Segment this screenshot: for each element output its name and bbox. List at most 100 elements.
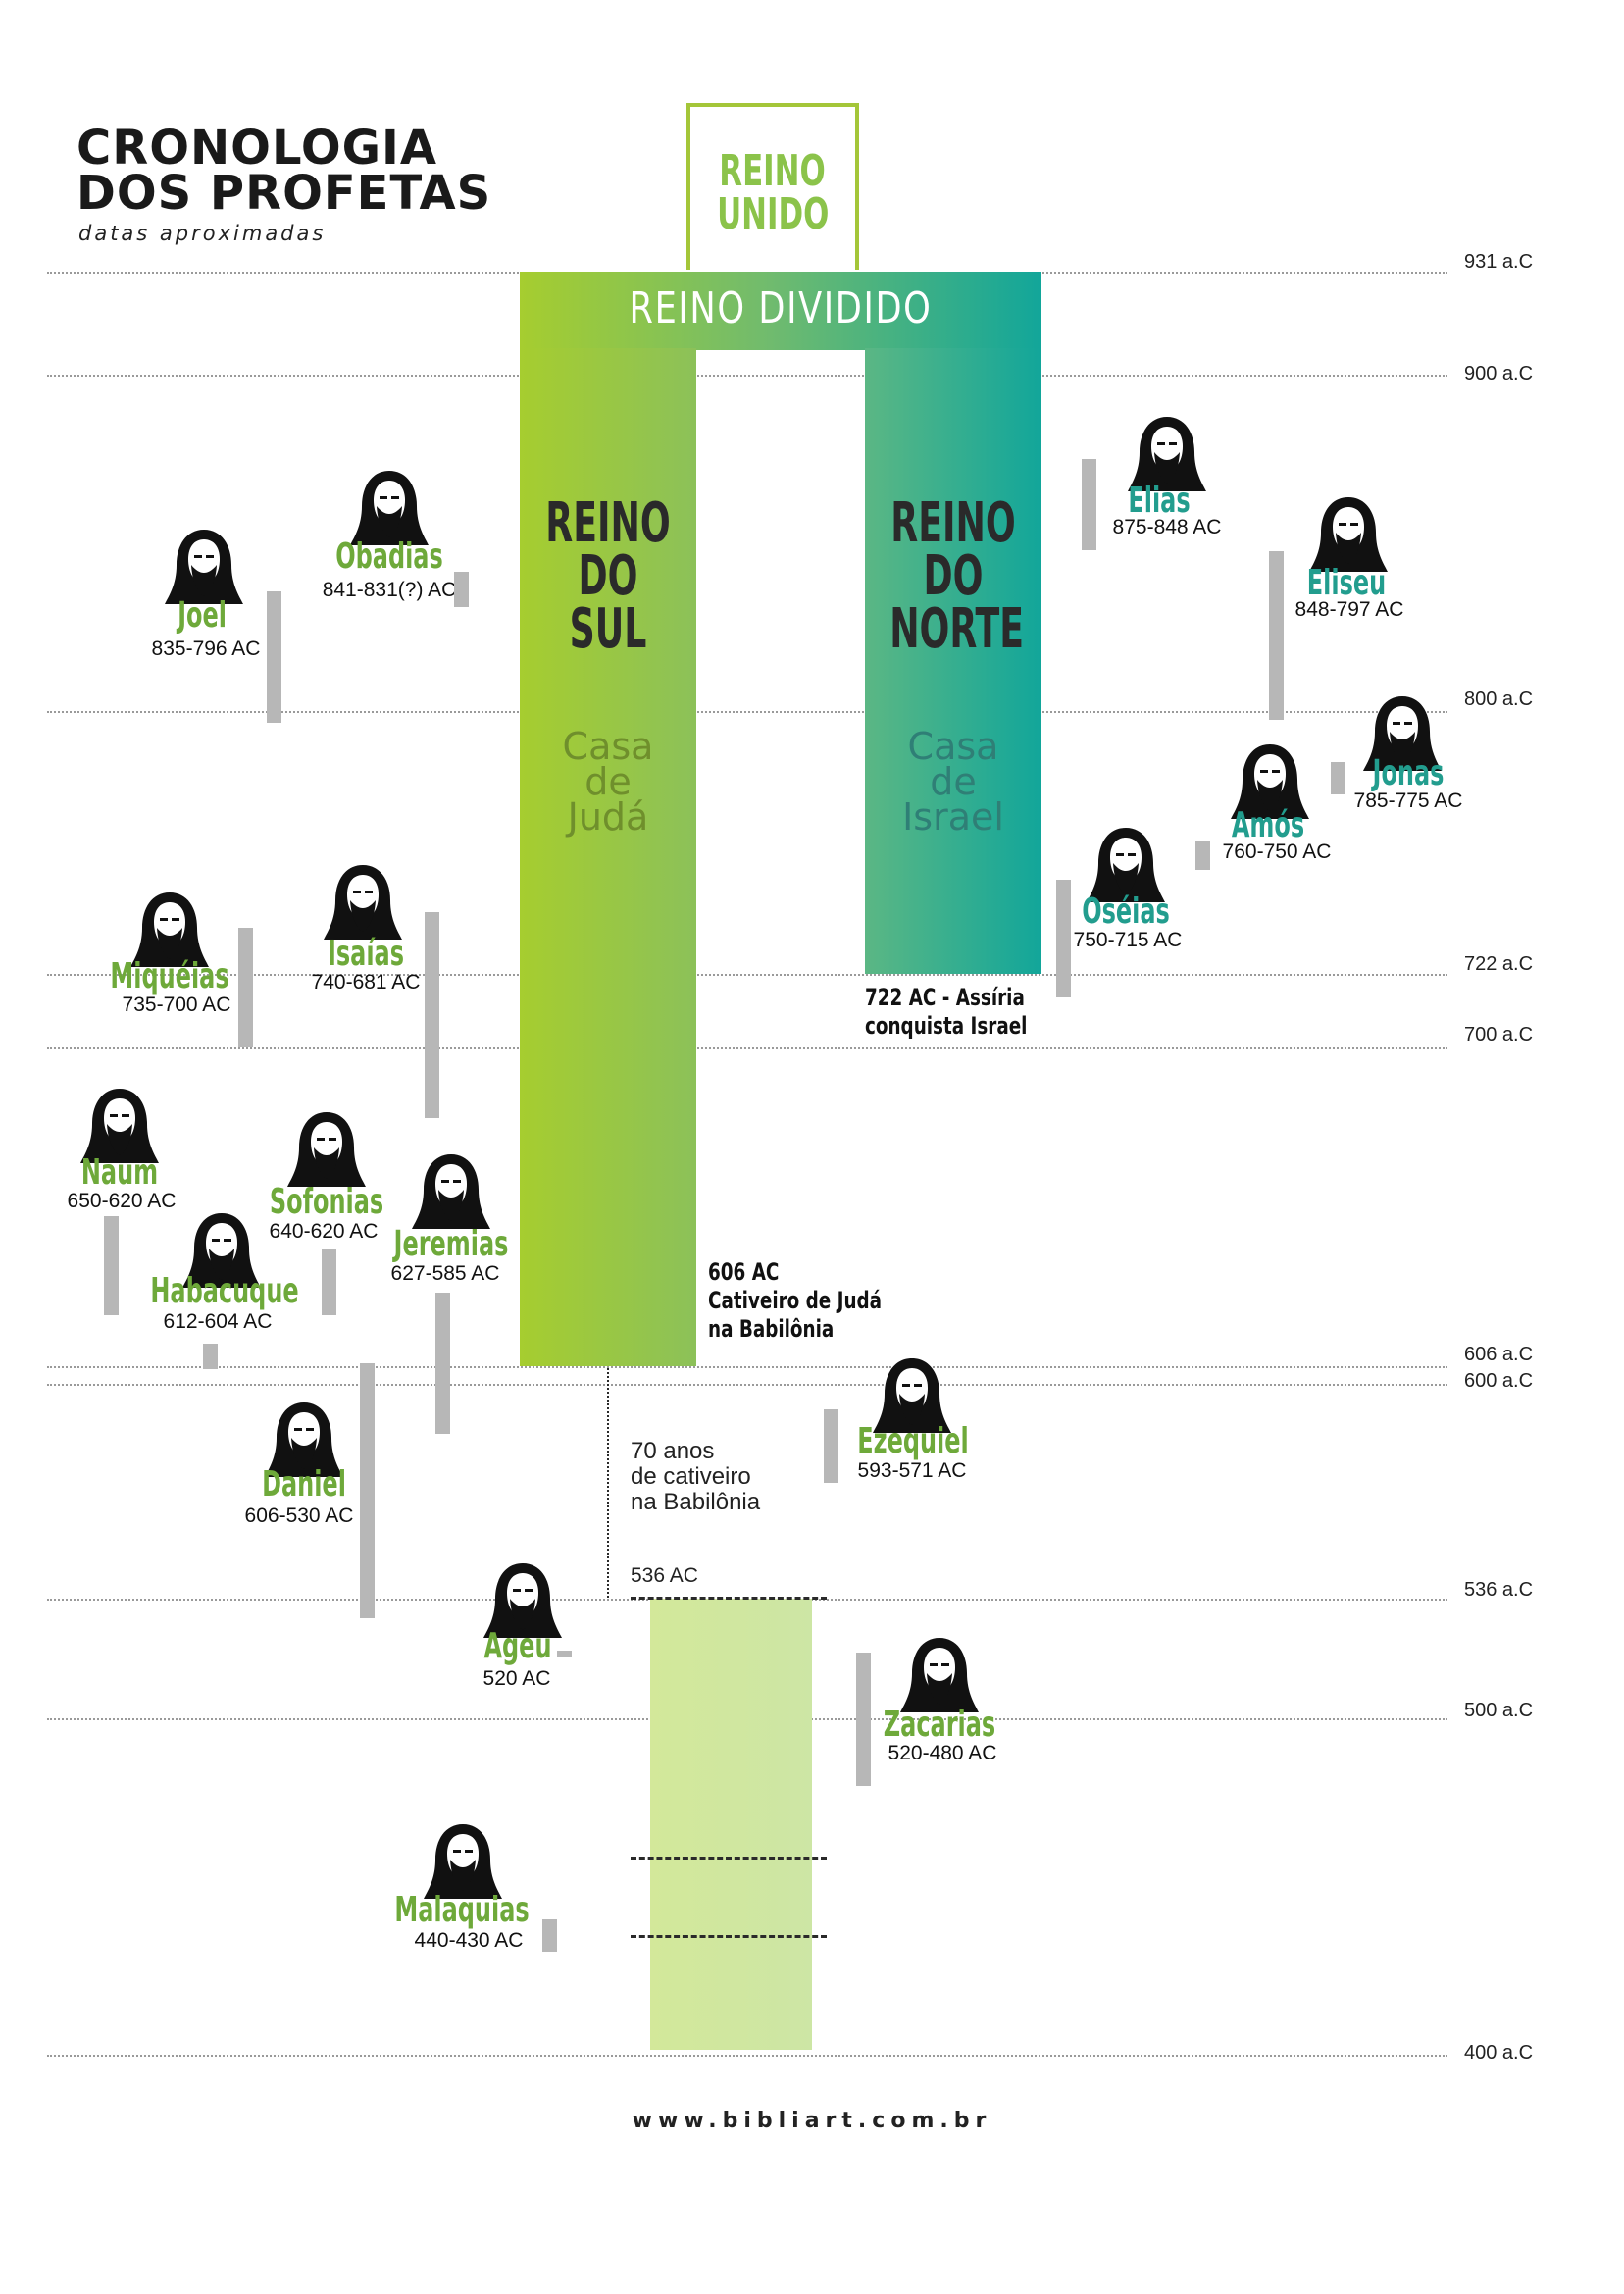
timeline-line-606: [47, 1366, 1447, 1368]
timeline-label-700: 700 a.C: [1464, 1024, 1534, 1045]
casa-de-juda: Casa de Judá: [520, 725, 696, 836]
title-line-2: DOS PROFETAS: [76, 166, 492, 221]
prophet-name-isaias: Isaías: [327, 934, 405, 974]
timeline-line-700: [47, 1047, 1447, 1049]
prophet-bar-eliseu: [1269, 551, 1284, 720]
note-cativeiro: 606 AC Cativeiro de Judá na Babilônia: [708, 1258, 882, 1344]
reino-norte-line-2: DO: [923, 544, 984, 608]
reino-norte-line-3: NORTE: [889, 597, 1025, 661]
timeline-label-606: 606 a.C: [1464, 1344, 1534, 1365]
prophet-bar-sofonias: [322, 1249, 336, 1315]
timeline-line-400: [47, 2055, 1447, 2057]
prophet-bar-obadias: [454, 572, 469, 607]
prophet-dates-naum: 650-620 AC: [67, 1190, 177, 1212]
footer-url: www.bibliart.com.br: [632, 2109, 992, 2133]
prophet-name-jonas: Jonas: [1372, 753, 1445, 793]
prophet-name-ageu: Ageu: [483, 1626, 552, 1666]
prophet-icon-obadias: [350, 471, 429, 545]
prophet-dates-joel: 835-796 AC: [151, 637, 261, 660]
prophet-bar-daniel: [360, 1363, 375, 1618]
reino-sul-line-2: DO: [578, 544, 638, 608]
prophet-bar-amos: [1195, 841, 1210, 870]
return-period-block: [650, 1599, 812, 2050]
prophet-bar-joel: [267, 591, 281, 723]
timeline-line-800: [47, 711, 1447, 713]
reino-sul-line-3: SUL: [569, 597, 647, 661]
prophet-dates-zacarias: 520-480 AC: [888, 1742, 997, 1764]
note-assiria-line-2: conquista Israel: [865, 1012, 1028, 1040]
timeline-label-400: 400 a.C: [1464, 2042, 1534, 2064]
prophet-name-sofonias: Sofonias: [269, 1182, 384, 1222]
note-assiria: 722 AC - Assíria conquista Israel: [865, 984, 1027, 1041]
prophet-name-jeremias: Jeremias: [393, 1224, 509, 1264]
casa-israel-line-1: Casa: [907, 725, 999, 768]
prophet-dates-ageu: 520 AC: [482, 1667, 551, 1690]
prophet-icon-eliseu: [1309, 497, 1388, 572]
timeline-line-600: [47, 1384, 1447, 1386]
page-subtitle: datas aproximadas: [78, 222, 327, 245]
prophet-name-oseias: Oséias: [1082, 892, 1170, 932]
return-dashes-2: [631, 1935, 827, 1938]
prophet-bar-malaquias: [542, 1919, 557, 1952]
prophet-icon-isaias: [324, 865, 402, 940]
prophet-dates-oseias: 750-715 AC: [1073, 929, 1183, 951]
prophet-dates-miqueias: 735-700 AC: [122, 994, 231, 1016]
prophet-bar-oseias: [1056, 880, 1071, 997]
note-cativeiro-line-2: Cativeiro de Judá: [708, 1287, 883, 1314]
prophet-icon-sofonias: [287, 1112, 366, 1187]
prophet-name-eliseu: Eliseu: [1306, 563, 1387, 603]
prophet-name-amos: Amós: [1231, 805, 1305, 845]
timeline-line-722: [47, 974, 1447, 976]
prophet-bar-isaias: [425, 912, 439, 1118]
exile-connector-line: [607, 1368, 609, 1598]
casa-de-israel: Casa de Israel: [865, 725, 1041, 839]
prophet-dates-obadias: 841-831(?) AC: [322, 579, 457, 601]
prophet-dates-habacuque: 612-604 AC: [163, 1310, 273, 1333]
prophet-bar-jeremias: [435, 1293, 450, 1434]
prophet-bar-naum: [104, 1216, 119, 1315]
note-setenta-anos: 70 anos de cativeiro na Babilônia: [631, 1439, 760, 1515]
note-cativeiro-line-3: na Babilônia: [708, 1315, 835, 1343]
reino-dividido-bar: REINO DIVIDIDO: [520, 272, 1041, 350]
timeline-label-536: 536 a.C: [1464, 1579, 1534, 1601]
timeline-label-500: 500 a.C: [1464, 1700, 1534, 1721]
note-setenta-line-1: 70 anos: [631, 1438, 715, 1464]
reino-norte-line-1: REINO: [890, 491, 1016, 555]
prophet-bar-zacarias: [856, 1653, 871, 1786]
prophet-name-miqueias: Miquéias: [110, 956, 229, 996]
prophet-dates-daniel: 606-530 AC: [244, 1504, 354, 1527]
prophet-name-malaquias: Malaquias: [394, 1890, 530, 1930]
casa-juda-line-2: de: [584, 760, 632, 803]
return-start-dashes: [631, 1597, 827, 1600]
prophet-dates-sofonias: 640-620 AC: [269, 1220, 379, 1243]
casa-israel-line-3: Israel: [902, 795, 1004, 839]
prophet-dates-isaias: 740-681 AC: [311, 971, 421, 994]
reino-do-norte-column: REINO DO NORTE Casa de Israel: [865, 348, 1041, 974]
prophet-dates-jonas: 785-775 AC: [1353, 790, 1463, 812]
prophet-dates-eliseu: 848-797 AC: [1294, 598, 1404, 621]
prophet-name-obadias: Obadias: [335, 536, 443, 577]
prophet-name-daniel: Daniel: [262, 1464, 346, 1504]
reino-unido-box: REINO UNIDO: [686, 103, 859, 270]
timeline-label-600: 600 a.C: [1464, 1370, 1534, 1392]
prophet-bar-ezequiel: [824, 1409, 838, 1483]
reino-sul-line-1: REINO: [545, 491, 671, 555]
prophet-bar-ageu: [557, 1651, 572, 1657]
prophet-bar-jonas: [1331, 762, 1345, 794]
page-title: CRONOLOGIA DOS PROFETAS: [76, 121, 492, 221]
reino-norte-title: REINO DO NORTE: [889, 491, 1025, 661]
timeline-label-722: 722 a.C: [1464, 953, 1534, 975]
prophet-dates-jeremias: 627-585 AC: [390, 1262, 500, 1285]
prophet-name-naum: Naum: [80, 1152, 159, 1193]
prophet-name-joel: Joel: [178, 595, 227, 636]
reino-do-sul-column: REINO DO SUL Casa de Judá: [520, 348, 696, 1366]
prophet-name-elias: Elias: [1128, 481, 1191, 521]
timeline-line-900: [47, 375, 1447, 377]
reino-unido-line-2: UNIDO: [716, 189, 830, 239]
prophet-dates-elias: 875-848 AC: [1112, 516, 1222, 538]
note-assiria-line-1: 722 AC - Assíria: [865, 984, 1025, 1011]
timeline-label-931: 931 a.C: [1464, 251, 1534, 273]
title-line-1: CRONOLOGIA: [76, 121, 438, 176]
casa-juda-line-1: Casa: [562, 725, 654, 768]
casa-israel-line-2: de: [930, 760, 977, 803]
